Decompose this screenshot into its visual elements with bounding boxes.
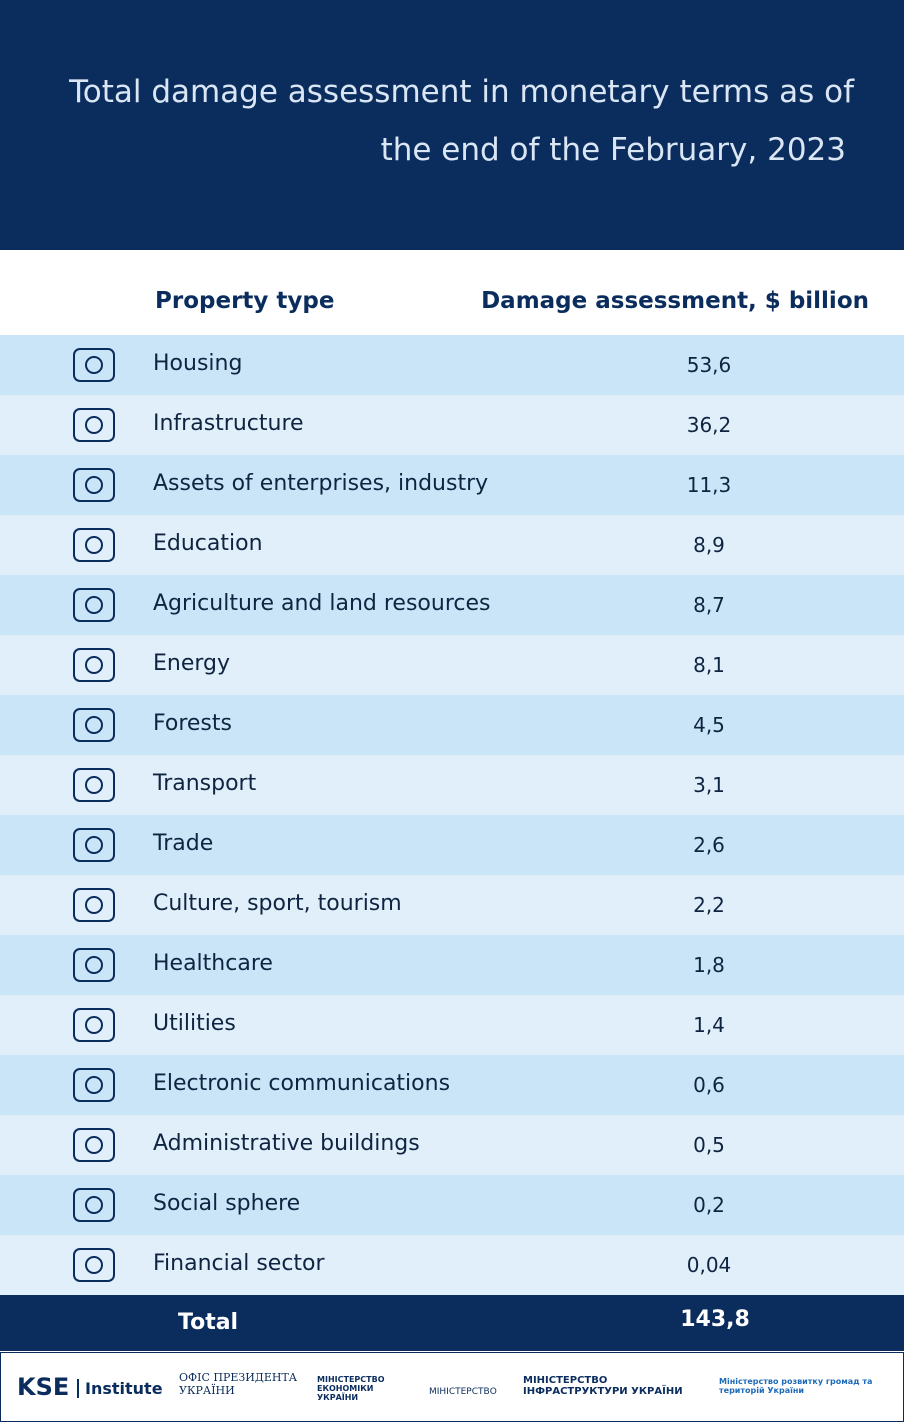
row-label: Housing bbox=[153, 351, 243, 376]
icon-shape bbox=[73, 648, 115, 682]
row-label: Forests bbox=[153, 711, 232, 736]
table-row: Electronic communications 0,6 bbox=[0, 1055, 904, 1115]
icon-shape bbox=[73, 408, 115, 442]
row-label: Agriculture and land resources bbox=[153, 591, 491, 616]
row-value: 3,1 bbox=[693, 773, 725, 797]
row-value: 8,7 bbox=[693, 593, 725, 617]
icon-shape bbox=[73, 468, 115, 502]
icon bbox=[68, 1121, 120, 1173]
row-label: Education bbox=[153, 531, 263, 556]
icon-shape bbox=[73, 948, 115, 982]
table-row: Assets of enterprises, industry 11,3 bbox=[0, 455, 904, 515]
table-row: Energy 8,1 bbox=[0, 635, 904, 695]
row-value: 8,9 bbox=[693, 533, 725, 557]
total-value: 143,8 bbox=[680, 1307, 750, 1332]
logo: Міністерство розвитку громад та територі… bbox=[719, 1377, 873, 1395]
row-label: Energy bbox=[153, 651, 231, 676]
icon bbox=[68, 521, 120, 573]
logo: Institute bbox=[77, 1379, 163, 1398]
header: Total damage assessment in monetary term… bbox=[0, 0, 904, 250]
icon bbox=[68, 341, 120, 393]
column-title: Property type bbox=[155, 288, 335, 314]
row-label: Administrative buildings bbox=[153, 1131, 420, 1156]
row-label: Electronic communications bbox=[153, 1071, 451, 1096]
table-row: Financial sector 0,04 bbox=[0, 1235, 904, 1295]
table-row: Infrastructure 36,2 bbox=[0, 395, 904, 455]
row-label: Trade bbox=[153, 831, 214, 856]
row-value: 2,2 bbox=[693, 893, 725, 917]
icon-shape bbox=[73, 1008, 115, 1042]
icon-shape bbox=[73, 1188, 115, 1222]
table-row: Utilities 1,4 bbox=[0, 995, 904, 1055]
row-value: 11,3 bbox=[686, 473, 732, 497]
table-row: Healthcare 1,8 bbox=[0, 935, 904, 995]
row-value: 53,6 bbox=[686, 353, 732, 377]
logo: МІНІСТЕРСТВО ЕКОНОМІКИ УКРАЇНИ bbox=[317, 1375, 385, 1402]
icon bbox=[68, 701, 120, 753]
logo: МІНІСТЕРСТВО ІНФРАСТРУКТУРИ УКРАЇНИ bbox=[523, 1375, 683, 1397]
table-row: Trade 2,6 bbox=[0, 815, 904, 875]
icon bbox=[68, 881, 120, 933]
column-header: Property type Damage assessment, $ billi… bbox=[0, 250, 904, 335]
row-value: 36,2 bbox=[686, 413, 732, 437]
row-label: Assets of enterprises, industry bbox=[153, 471, 489, 496]
icon bbox=[68, 581, 120, 633]
icon-shape bbox=[73, 828, 115, 862]
icon-shape bbox=[73, 708, 115, 742]
icon-shape bbox=[73, 768, 115, 802]
row-label: Transport bbox=[153, 771, 257, 796]
icon bbox=[68, 1241, 120, 1293]
row-label: Healthcare bbox=[153, 951, 273, 976]
title: Total damage assessment in monetary term… bbox=[69, 74, 854, 110]
row-value: 4,5 bbox=[693, 713, 725, 737]
icon bbox=[68, 401, 120, 453]
icon-shape bbox=[73, 528, 115, 562]
title: the end of the February, 2023 bbox=[380, 132, 846, 168]
row-value: 0,6 bbox=[693, 1073, 725, 1097]
icon bbox=[68, 1001, 120, 1053]
row-value: 0,5 bbox=[693, 1133, 725, 1157]
icon bbox=[68, 1181, 120, 1233]
table-row: Forests 4,5 bbox=[0, 695, 904, 755]
table-row: Housing 53,6 bbox=[0, 335, 904, 395]
row-label: Social sphere bbox=[153, 1191, 301, 1216]
icon bbox=[68, 461, 120, 513]
row-label: Financial sector bbox=[153, 1251, 325, 1276]
table-row: Social sphere 0,2 bbox=[0, 1175, 904, 1235]
row-label: Utilities bbox=[153, 1011, 236, 1036]
icon-shape bbox=[73, 1128, 115, 1162]
row-value: 8,1 bbox=[693, 653, 725, 677]
row-value: 0,04 bbox=[686, 1253, 732, 1277]
icon-shape bbox=[73, 1068, 115, 1102]
total-label: Total bbox=[178, 1310, 239, 1335]
icon-shape bbox=[73, 588, 115, 622]
column-title: Damage assessment, $ billion bbox=[481, 288, 869, 314]
icon-shape bbox=[73, 348, 115, 382]
table-row: Education 8,9 bbox=[0, 515, 904, 575]
icon-shape bbox=[73, 888, 115, 922]
logo: KSE bbox=[17, 1373, 70, 1401]
row-value: 1,4 bbox=[693, 1013, 725, 1037]
row-label: Infrastructure bbox=[153, 411, 304, 436]
row-value: 1,8 bbox=[693, 953, 725, 977]
logo: ОФІС ПРЕЗИДЕНТА УКРАЇНИ bbox=[179, 1371, 298, 1397]
table-row: Transport 3,1 bbox=[0, 755, 904, 815]
footer: KSE Institute ОФІС ПРЕЗИДЕНТА УКРАЇНИ МІ… bbox=[0, 1352, 904, 1422]
row-value: 2,6 bbox=[693, 833, 725, 857]
icon bbox=[68, 761, 120, 813]
icon-shape bbox=[73, 1248, 115, 1282]
row-label: Culture, sport, tourism bbox=[153, 891, 402, 916]
table-row: Agriculture and land resources 8,7 bbox=[0, 575, 904, 635]
total-row: Total 143,8 bbox=[0, 1295, 904, 1351]
row-value: 0,2 bbox=[693, 1193, 725, 1217]
icon bbox=[68, 1061, 120, 1113]
icon bbox=[68, 821, 120, 873]
icon bbox=[68, 641, 120, 693]
logo: МІНІСТЕРСТВО bbox=[429, 1387, 497, 1397]
table-row: Culture, sport, tourism 2,2 bbox=[0, 875, 904, 935]
icon bbox=[68, 941, 120, 993]
table-row: Administrative buildings 0,5 bbox=[0, 1115, 904, 1175]
